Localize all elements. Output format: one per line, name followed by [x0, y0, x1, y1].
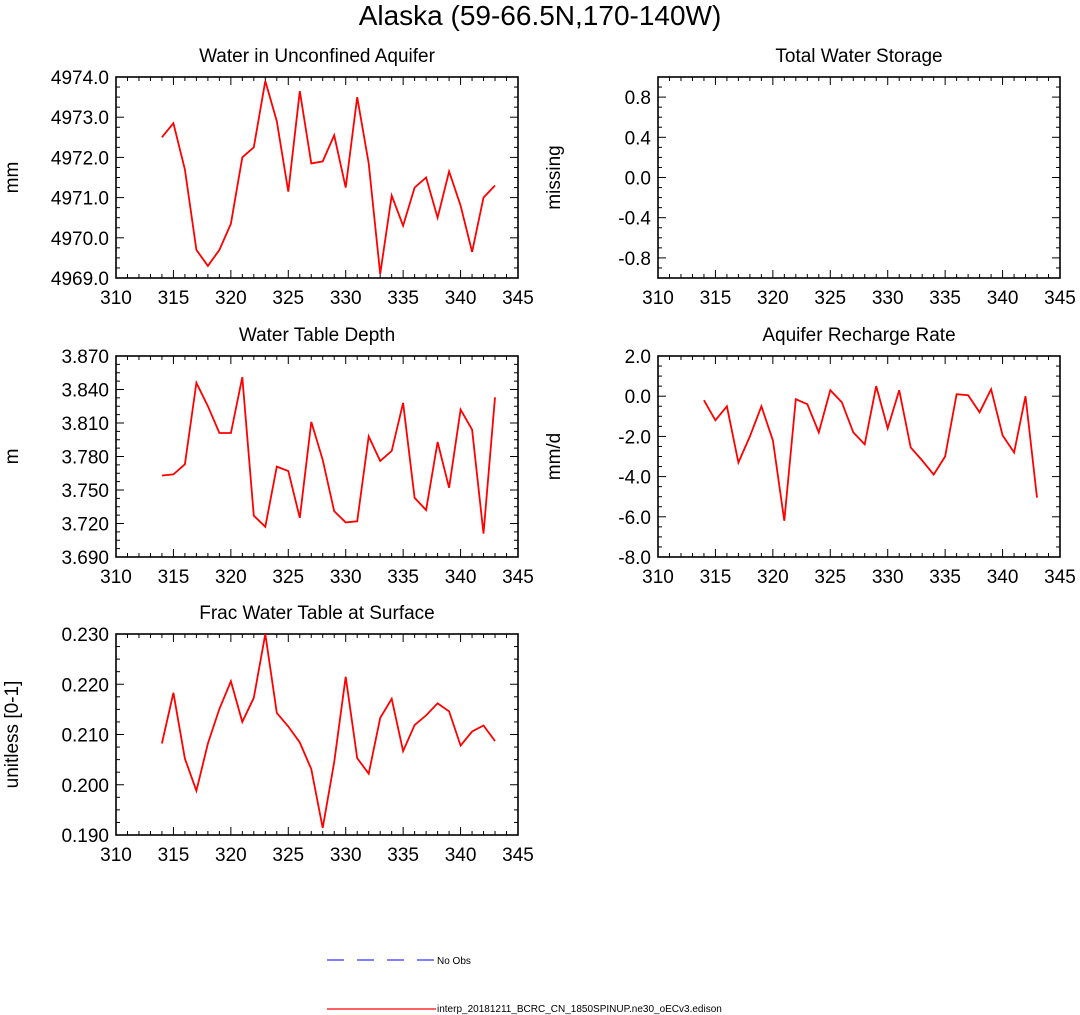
chart-panel-3: Water Table Depth m 310 315 320 325 330 335 340 3…: [2, 325, 534, 588]
x-tick-label: 340: [987, 288, 1019, 309]
series-line: [703, 385, 1038, 521]
x-tick-label: 330: [330, 845, 362, 866]
plot-frame: [657, 355, 1061, 558]
y-tick-label: 3.690: [61, 548, 109, 569]
y-tick-label: 4971.0: [51, 189, 109, 210]
y-tick-label: 3.720: [61, 515, 109, 536]
chart-panel-5: Frac Water Table at Surface unitless [0-1…: [2, 603, 534, 866]
series-line: [161, 80, 496, 275]
chart-panels: Water in Unconfined Aquifer mm 310 315 320 32…: [2, 46, 1076, 866]
y-tick-label: 0.230: [61, 625, 109, 646]
x-tick-label: 325: [814, 288, 846, 309]
plot-frame: [657, 76, 1061, 279]
y-tick-label: 3.810: [61, 414, 109, 435]
x-tick-label: 325: [272, 567, 304, 588]
y-axis-label: mm/d: [544, 433, 565, 481]
y-tick-label: 0.0: [625, 169, 651, 190]
y-tick-label: -8.0: [618, 548, 651, 569]
y-tick-label: 4973.0: [51, 108, 109, 129]
x-tick-label: 335: [387, 288, 419, 309]
x-tick-label: 310: [100, 288, 132, 309]
x-tick-label: 315: [700, 567, 732, 588]
plot-frame: [115, 76, 519, 279]
plot-frame: [115, 355, 519, 558]
x-tick-label: 320: [215, 567, 247, 588]
y-tick-label: 2.0: [625, 347, 651, 368]
x-tick-label: 345: [502, 845, 534, 866]
y-tick-label: -2.0: [618, 427, 651, 448]
chart-panel-1: Water in Unconfined Aquifer mm 310 315 320 32…: [2, 46, 534, 309]
panel-title: Total Water Storage: [775, 46, 942, 67]
x-tick-label: 340: [445, 845, 477, 866]
panel-title: Water Table Depth: [239, 325, 395, 346]
x-tick-label: 315: [700, 288, 732, 309]
x-tick-label: 345: [1044, 288, 1076, 309]
y-axis-label: missing: [544, 145, 565, 209]
chart-panel-4: Aquifer Recharge Rate mm/d 310 315 320 325 330…: [544, 325, 1076, 588]
x-tick-label: 330: [872, 288, 904, 309]
y-tick-label: 0.220: [61, 675, 109, 696]
figure-title: Alaska (59-66.5N,170-140W): [359, 0, 722, 31]
x-tick-label: 330: [330, 567, 362, 588]
panel-title: Frac Water Table at Surface: [199, 603, 435, 624]
y-tick-label: 0.210: [61, 726, 109, 747]
y-tick-label: 3.840: [61, 381, 109, 402]
y-tick-label: 0.8: [625, 88, 651, 109]
y-tick-label: -0.8: [618, 249, 651, 270]
y-tick-label: 0.4: [625, 128, 652, 149]
y-axis-label: unitless [0-1]: [2, 681, 23, 789]
x-tick-label: 320: [757, 288, 789, 309]
x-tick-label: 310: [100, 567, 132, 588]
x-tick-label: 315: [158, 567, 190, 588]
x-tick-label: 320: [757, 567, 789, 588]
y-tick-label: 0.190: [61, 826, 109, 847]
y-axis-label: mm: [2, 162, 23, 194]
y-tick-label: 3.750: [61, 481, 109, 502]
x-tick-label: 315: [158, 845, 190, 866]
y-tick-label: 4974.0: [51, 68, 109, 89]
legend: No Obs interp_20181211_BCRC_CN_1850SPINU…: [327, 956, 722, 1015]
x-tick-label: 310: [642, 567, 674, 588]
y-tick-label: -0.4: [618, 209, 651, 230]
y-tick-label: 4970.0: [51, 229, 109, 250]
x-tick-label: 325: [272, 288, 304, 309]
x-tick-label: 335: [929, 288, 961, 309]
x-tick-label: 320: [215, 845, 247, 866]
y-tick-label: 4969.0: [51, 269, 109, 290]
x-tick-label: 340: [987, 567, 1019, 588]
x-tick-label: 335: [387, 567, 419, 588]
x-tick-label: 345: [502, 288, 534, 309]
chart-panel-2: Total Water Storage missing 310 315 320 325 33…: [544, 46, 1076, 309]
y-axis-label: m: [2, 449, 23, 465]
x-tick-label: 325: [272, 845, 304, 866]
y-tick-label: 0.0: [625, 387, 651, 408]
x-tick-label: 335: [929, 567, 961, 588]
series-line: [161, 633, 496, 829]
x-tick-label: 310: [100, 845, 132, 866]
panel-title: Aquifer Recharge Rate: [762, 325, 955, 346]
x-tick-label: 325: [814, 567, 846, 588]
y-tick-label: 3.780: [61, 448, 109, 469]
panel-title: Water in Unconfined Aquifer: [199, 46, 436, 67]
y-tick-label: -6.0: [618, 508, 651, 529]
x-tick-label: 340: [445, 288, 477, 309]
x-tick-label: 335: [387, 845, 419, 866]
y-tick-label: -4.0: [618, 468, 651, 489]
x-tick-label: 320: [215, 288, 247, 309]
x-tick-label: 330: [872, 567, 904, 588]
y-tick-label: 3.870: [61, 347, 109, 368]
y-tick-label: 4972.0: [51, 148, 109, 169]
x-tick-label: 345: [1044, 567, 1076, 588]
legend-no-obs-label: No Obs: [437, 956, 471, 967]
x-tick-label: 310: [642, 288, 674, 309]
x-tick-label: 315: [158, 288, 190, 309]
legend-model-label: interp_20181211_BCRC_CN_1850SPINUP.ne30_…: [437, 1004, 722, 1015]
x-tick-label: 330: [330, 288, 362, 309]
x-tick-label: 340: [445, 567, 477, 588]
y-tick-label: 0.200: [61, 776, 109, 797]
x-tick-label: 345: [502, 567, 534, 588]
series-line: [161, 377, 496, 534]
